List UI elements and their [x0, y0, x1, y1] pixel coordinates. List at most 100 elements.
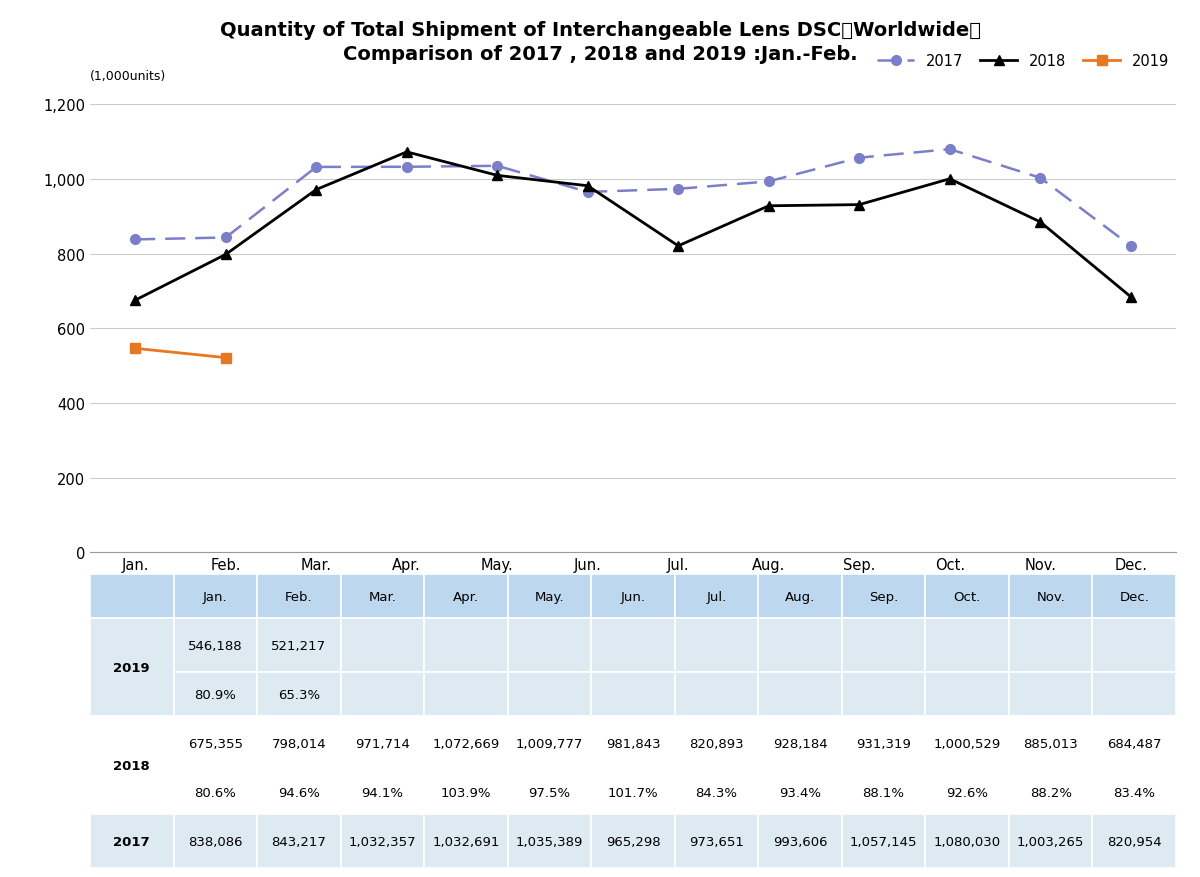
Bar: [341, 574, 424, 618]
Text: 798,014: 798,014: [271, 737, 326, 750]
Bar: [257, 717, 341, 770]
Text: 546,188: 546,188: [188, 639, 242, 652]
Bar: [592, 815, 674, 868]
Text: 931,319: 931,319: [856, 737, 911, 750]
Bar: [90, 618, 174, 717]
Text: Dec.: Dec.: [1120, 590, 1150, 603]
Bar: [842, 673, 925, 717]
Text: 88.2%: 88.2%: [1030, 786, 1072, 799]
Bar: [174, 717, 257, 770]
Bar: [424, 574, 508, 618]
Text: 2017: 2017: [114, 835, 150, 848]
Text: 103.9%: 103.9%: [440, 786, 491, 799]
Bar: [341, 815, 424, 868]
Text: 80.9%: 80.9%: [194, 688, 236, 701]
Bar: [341, 673, 424, 717]
Text: Jul.: Jul.: [707, 590, 727, 603]
Bar: [592, 618, 674, 673]
Bar: [90, 574, 174, 618]
Text: 1,057,145: 1,057,145: [850, 835, 917, 848]
Bar: [925, 717, 1009, 770]
Text: Quantity of Total Shipment of Interchangeable Lens DSC【Worldwide】: Quantity of Total Shipment of Interchang…: [220, 21, 980, 40]
Bar: [174, 673, 257, 717]
Bar: [174, 618, 257, 673]
Text: Mar.: Mar.: [368, 590, 396, 603]
Bar: [508, 574, 592, 618]
Text: 1,035,389: 1,035,389: [516, 835, 583, 848]
Bar: [257, 770, 341, 815]
Text: 83.4%: 83.4%: [1114, 786, 1156, 799]
Bar: [842, 618, 925, 673]
Bar: [1092, 717, 1176, 770]
Text: 675,355: 675,355: [188, 737, 242, 750]
Bar: [925, 574, 1009, 618]
Text: 965,298: 965,298: [606, 835, 660, 848]
Bar: [592, 574, 674, 618]
Bar: [174, 574, 257, 618]
Text: Comparison of 2017 , 2018 and 2019 :Jan.-Feb.: Comparison of 2017 , 2018 and 2019 :Jan.…: [343, 45, 857, 64]
Bar: [1092, 574, 1176, 618]
Text: 92.6%: 92.6%: [946, 786, 988, 799]
Bar: [508, 618, 592, 673]
Text: 1,000,529: 1,000,529: [934, 737, 1001, 750]
Text: Apr.: Apr.: [452, 590, 479, 603]
Text: 971,714: 971,714: [355, 737, 410, 750]
Bar: [1009, 770, 1092, 815]
Bar: [674, 618, 758, 673]
Text: 94.6%: 94.6%: [278, 786, 319, 799]
Text: Jun.: Jun.: [620, 590, 646, 603]
Text: 65.3%: 65.3%: [277, 688, 320, 701]
Text: 928,184: 928,184: [773, 737, 827, 750]
Bar: [341, 770, 424, 815]
Bar: [424, 673, 508, 717]
Text: Aug.: Aug.: [785, 590, 815, 603]
Bar: [842, 770, 925, 815]
Bar: [424, 717, 508, 770]
Bar: [174, 770, 257, 815]
Text: 88.1%: 88.1%: [863, 786, 905, 799]
Bar: [674, 815, 758, 868]
Bar: [90, 717, 174, 815]
Text: 973,651: 973,651: [689, 835, 744, 848]
Bar: [1092, 770, 1176, 815]
Text: 1,032,357: 1,032,357: [348, 835, 416, 848]
Bar: [925, 673, 1009, 717]
Text: 684,487: 684,487: [1106, 737, 1162, 750]
Bar: [1092, 673, 1176, 717]
Text: May.: May.: [535, 590, 564, 603]
Text: 2018: 2018: [113, 759, 150, 772]
Text: Oct.: Oct.: [954, 590, 980, 603]
Bar: [758, 618, 842, 673]
Text: (1,000units): (1,000units): [90, 70, 167, 83]
Text: 80.6%: 80.6%: [194, 786, 236, 799]
Text: Nov.: Nov.: [1037, 590, 1066, 603]
Bar: [758, 815, 842, 868]
Text: 101.7%: 101.7%: [607, 786, 659, 799]
Text: 94.1%: 94.1%: [361, 786, 403, 799]
Bar: [508, 717, 592, 770]
Bar: [592, 673, 674, 717]
Bar: [424, 815, 508, 868]
Text: 838,086: 838,086: [188, 835, 242, 848]
Bar: [257, 618, 341, 673]
Text: 521,217: 521,217: [271, 639, 326, 652]
Bar: [758, 770, 842, 815]
Text: 84.3%: 84.3%: [696, 786, 738, 799]
Bar: [1092, 618, 1176, 673]
Bar: [424, 618, 508, 673]
Text: 820,893: 820,893: [689, 737, 744, 750]
Bar: [257, 673, 341, 717]
Bar: [1009, 815, 1092, 868]
Text: 1,072,669: 1,072,669: [432, 737, 499, 750]
Text: Feb.: Feb.: [286, 590, 313, 603]
Text: 843,217: 843,217: [271, 835, 326, 848]
Bar: [592, 717, 674, 770]
Bar: [758, 717, 842, 770]
Bar: [674, 717, 758, 770]
Bar: [674, 673, 758, 717]
Text: 820,954: 820,954: [1106, 835, 1162, 848]
Bar: [925, 815, 1009, 868]
Bar: [758, 673, 842, 717]
Bar: [257, 815, 341, 868]
Bar: [1092, 815, 1176, 868]
